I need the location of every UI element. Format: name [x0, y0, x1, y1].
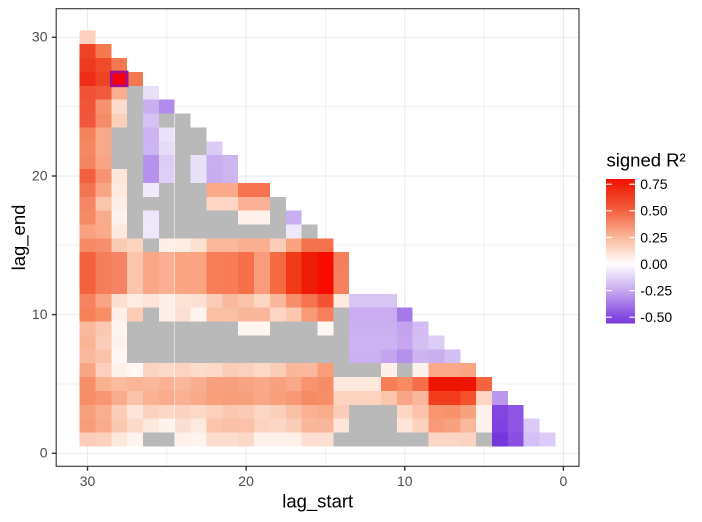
svg-text:0: 0	[560, 473, 568, 489]
svg-text:10: 10	[397, 473, 413, 489]
svg-text:lag_end: lag_end	[8, 205, 30, 271]
svg-text:30: 30	[80, 473, 96, 489]
svg-text:0.75: 0.75	[640, 176, 667, 192]
svg-text:0.00: 0.00	[640, 256, 667, 272]
svg-text:30: 30	[32, 29, 48, 45]
svg-text:0: 0	[40, 445, 48, 461]
svg-text:0.50: 0.50	[640, 203, 667, 219]
svg-text:20: 20	[238, 473, 254, 489]
svg-text:10: 10	[32, 306, 48, 322]
svg-text:0.25: 0.25	[640, 229, 667, 245]
svg-text:lag_start: lag_start	[282, 491, 353, 513]
svg-text:20: 20	[32, 167, 48, 183]
svg-text:-0.25: -0.25	[640, 283, 672, 299]
svg-text:-0.50: -0.50	[640, 309, 672, 325]
svg-text:signed R²: signed R²	[607, 150, 686, 171]
